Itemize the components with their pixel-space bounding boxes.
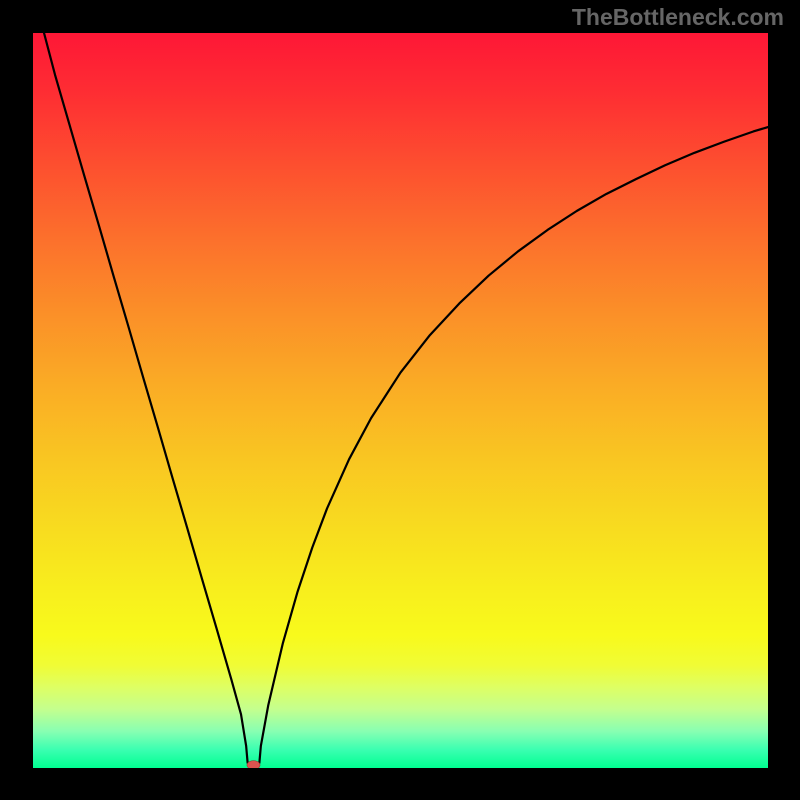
plot-area	[33, 33, 768, 768]
chart-frame: TheBottleneck.com	[0, 0, 800, 800]
gradient-background	[33, 33, 768, 768]
watermark-text: TheBottleneck.com	[572, 4, 784, 31]
minimum-marker	[247, 761, 260, 768]
plot-svg	[33, 33, 768, 768]
